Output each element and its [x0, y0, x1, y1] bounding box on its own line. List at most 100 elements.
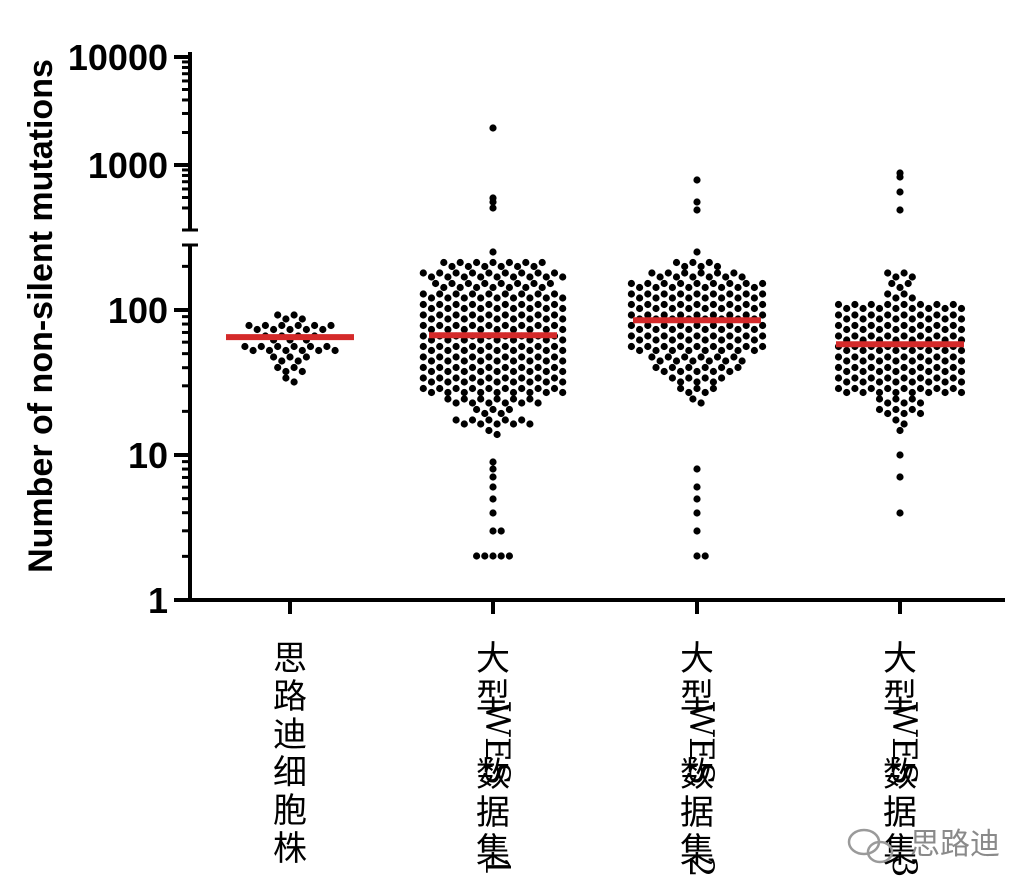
data-point [759, 290, 767, 298]
data-point [900, 363, 908, 372]
data-point [916, 374, 925, 382]
category-label-part: 株 [273, 829, 307, 869]
data-point [274, 363, 282, 372]
data-point [270, 325, 278, 334]
data-point [908, 346, 916, 355]
data-point [664, 353, 672, 361]
data-point [668, 283, 677, 292]
data-point [432, 279, 440, 288]
category-label-part: 数 [476, 755, 510, 795]
data-point [542, 357, 550, 365]
data-point [892, 416, 900, 424]
data-point [419, 321, 427, 330]
data-point [916, 384, 925, 393]
data-point [859, 388, 867, 397]
data-point [834, 363, 843, 372]
data-point [697, 399, 705, 407]
data-point [867, 300, 875, 309]
data-point [493, 395, 501, 403]
data-point [709, 321, 718, 330]
data-point [497, 279, 505, 288]
data-point [834, 311, 843, 319]
data-point [892, 357, 900, 365]
outlier-point [489, 495, 497, 503]
data-point [294, 357, 302, 365]
data-point [627, 321, 636, 330]
data-point [701, 294, 709, 302]
data-point [884, 269, 892, 277]
data-point [460, 294, 468, 302]
data-point [705, 258, 713, 267]
data-point [636, 346, 644, 355]
data-point [550, 363, 559, 372]
data-point [644, 290, 652, 298]
data-point [726, 279, 734, 288]
data-point [859, 315, 867, 323]
data-point [522, 283, 530, 292]
data-point [419, 384, 427, 393]
category-label-part: 1 [477, 856, 517, 878]
data-point [834, 384, 843, 393]
data-point [697, 269, 705, 277]
data-point [652, 283, 660, 292]
category-label-part: 大 [680, 639, 714, 679]
data-point [509, 420, 518, 428]
data-point [477, 273, 485, 281]
data-point [685, 336, 693, 344]
data-point [726, 321, 734, 330]
data-point [440, 283, 448, 292]
data-point [452, 269, 460, 277]
data-point [485, 290, 493, 298]
data-point [718, 363, 726, 372]
data-point [759, 342, 767, 351]
median-lines [226, 317, 964, 348]
data-point [738, 273, 746, 281]
data-point [867, 374, 875, 382]
data-point [489, 405, 497, 414]
data-point [726, 367, 734, 376]
data-point [867, 311, 875, 319]
data-point [726, 300, 734, 309]
data-point [941, 346, 949, 355]
data-point [505, 283, 513, 292]
data-point [444, 325, 452, 334]
data-point [253, 325, 261, 334]
data-point [265, 346, 274, 355]
data-point [949, 363, 957, 372]
category-label-part: 据 [680, 793, 714, 833]
data-point [298, 367, 306, 376]
data-point [941, 325, 949, 334]
data-point [875, 315, 884, 323]
data-point [436, 290, 444, 298]
data-point [298, 346, 306, 355]
data-point [501, 290, 509, 298]
data-point [542, 315, 550, 323]
data-point [477, 395, 485, 403]
data-point [452, 399, 460, 407]
data-point [933, 353, 941, 361]
data-point [493, 378, 501, 386]
data-point [709, 367, 718, 376]
outlier-point [489, 552, 497, 560]
data-point [444, 395, 452, 403]
data-point [331, 346, 339, 355]
data-point [444, 367, 452, 376]
data-point [419, 363, 427, 372]
data-point [436, 374, 444, 382]
data-point [834, 300, 843, 309]
data-point [730, 269, 738, 277]
data-point [473, 258, 481, 267]
data-point [957, 388, 966, 397]
data-point [685, 388, 693, 397]
data-point [448, 279, 456, 288]
data-point [892, 405, 900, 414]
data-point [274, 342, 282, 351]
data-point [709, 290, 718, 298]
data-point [660, 279, 668, 288]
data-point [644, 332, 652, 340]
outlier-point [896, 451, 904, 459]
data-point [505, 258, 513, 267]
data-point [900, 384, 908, 393]
y-tick-label: 10000 [68, 37, 168, 78]
data-point [677, 290, 685, 298]
